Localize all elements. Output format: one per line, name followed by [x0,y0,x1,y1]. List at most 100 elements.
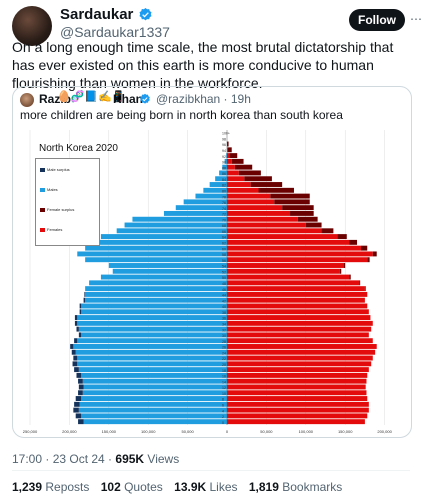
age-label: 50 [222,276,226,280]
age-label: 92 [222,155,226,159]
male-surplus-bar [78,332,82,338]
female-bar [227,153,230,159]
x-tick-label: 200,000 [377,429,392,434]
male-bar [124,222,227,228]
age-label: 56 [222,259,226,263]
female-bar [227,239,350,245]
age-label: 98 [222,137,226,141]
female-surplus-bar [359,280,361,286]
female-bar [227,216,298,222]
female-bar [227,170,239,176]
female-surplus-bar [270,193,310,199]
female-bar [227,147,228,153]
age-label: 82 [222,184,226,188]
age-label: 90 [222,161,226,165]
female-bar [227,286,365,292]
male-bar [85,257,227,263]
age-label: 68 [222,224,226,228]
legend-item-females: Females [40,227,62,232]
age-label: 46 [222,288,226,292]
female-bar [227,332,369,338]
x-tick-label: 50,000 [181,429,194,434]
male-surplus-bar [74,338,78,344]
tweet-timestamp[interactable]: 17:00 · 23 Oct 24 · 695K Views [12,452,180,466]
female-surplus-bar [227,141,229,147]
age-label: 100+ [222,132,230,136]
male-bar [222,164,227,170]
female-bar [227,326,372,332]
quoted-avatar [20,93,34,107]
chart-legend: Male surplus Males Female surplus Female… [35,158,100,246]
female-bar [227,407,369,413]
male-bar [85,297,227,303]
age-label: 6 [222,403,224,407]
male-bar [85,286,227,292]
age-label: 0 [222,421,224,425]
female-bar [227,355,373,361]
likes-stat[interactable]: 13.9K Likes [174,480,238,494]
male-bar [215,176,227,182]
age-label: 18 [222,369,226,373]
age-label: 38 [222,311,226,315]
more-options-icon[interactable]: ⋯ [410,12,422,26]
age-label: 94 [222,149,226,153]
x-tick-label: 0 [226,429,229,434]
age-label: 66 [222,230,226,234]
male-surplus-bar [74,320,78,326]
male-bar [116,228,227,234]
female-bar [227,384,366,390]
male-bar [224,158,227,164]
age-label: 34 [222,323,226,327]
female-bar [227,378,367,384]
male-bar [81,309,227,315]
author-handle[interactable]: @Sardaukar1337 [60,24,170,40]
female-bar [227,164,235,170]
male-surplus-bar [76,372,82,378]
quoted-tweet-card[interactable]: Razib 🥚🧬📘✍📱 Khan @razibkhan · 19h more c… [12,86,412,438]
age-label: 62 [222,242,226,246]
female-surplus-bar [227,147,232,153]
female-surplus-bar [250,182,283,187]
female-surplus-bar [258,187,294,193]
female-bar [227,413,368,419]
female-bar [227,176,245,182]
follow-button[interactable]: Follow [349,9,405,31]
female-bar [227,210,291,216]
legend-item-male-surplus: Male surplus [40,167,70,172]
age-label: 44 [222,294,226,298]
age-label: 32 [222,328,226,332]
female-surplus-bar [282,205,314,211]
reposts-stat[interactable]: 1,239 Reposts [12,480,90,494]
author-name[interactable]: Sardaukar [60,6,134,23]
male-bar [73,344,227,349]
quotes-stat[interactable]: 102 Quotes [100,480,163,494]
legend-item-female-surplus: Female surplus [40,207,74,212]
quoted-author-emojis: 🥚🧬📘✍📱 [57,91,126,103]
male-bar [78,367,227,373]
male-surplus-bar [84,291,86,297]
age-label: 54 [222,265,226,269]
male-bar [81,372,227,378]
age-label: 76 [222,201,226,205]
bookmarks-stat[interactable]: 1,819 Bookmarks [248,480,343,494]
female-bar [227,401,369,407]
male-bar [81,332,227,338]
age-label: 58 [222,253,226,257]
male-bar [78,326,227,332]
female-surplus-bar [231,158,244,164]
female-bar [227,390,367,396]
male-surplus-bar [78,378,83,384]
male-surplus-bar [72,361,78,367]
female-bar [227,193,271,199]
avatar[interactable] [12,6,52,46]
male-surplus-bar [78,390,83,396]
x-tick-label: 200,000 [62,429,77,434]
female-surplus-bar [364,286,366,292]
male-bar [209,182,227,187]
female-surplus-bar [229,153,238,159]
tweet-text: On a long enough time scale, the most br… [12,39,394,91]
male-surplus-bar [70,344,74,349]
quoted-author-name: Razib [39,92,72,106]
female-bar [227,396,368,401]
